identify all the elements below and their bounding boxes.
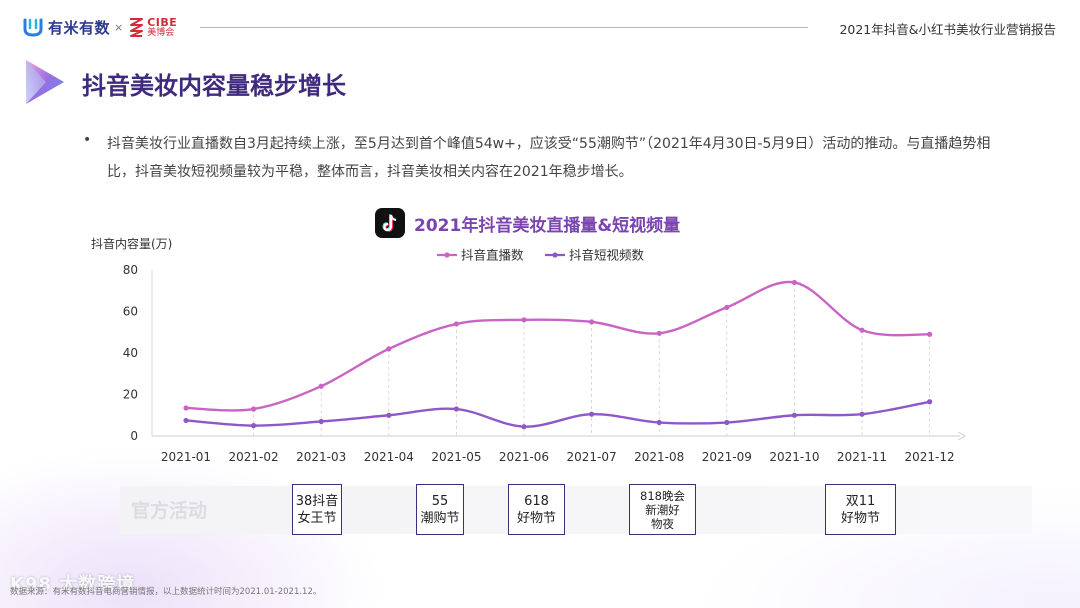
x-tick-label: 2021-04 (364, 450, 414, 464)
data-point (453, 406, 459, 412)
cibe-en: CIBE (147, 15, 178, 29)
y-axis-title: 抖音内容量(万) (91, 236, 172, 251)
x-tick-label: 2021-01 (161, 450, 211, 464)
brand-separator: × (114, 20, 124, 34)
data-point (859, 411, 865, 417)
data-point (724, 304, 730, 310)
brand-logos: 有米有数 × CIBE 美博会 (22, 14, 177, 40)
cibe-cn: 美博会 (147, 27, 175, 38)
data-point (453, 321, 459, 327)
data-point (183, 405, 189, 411)
x-axis-arrow (957, 431, 967, 441)
y-tick-label: 0 (130, 429, 138, 443)
event-box: 38抖音 女王节 (292, 484, 342, 535)
x-tick-label: 2021-10 (769, 450, 819, 464)
data-point (589, 411, 595, 417)
data-point (589, 319, 595, 325)
bullet-marker: • (83, 132, 92, 148)
watermark: K98 大数跨境 (10, 574, 136, 595)
data-point (318, 383, 324, 389)
event-box: 618 好物节 (508, 484, 565, 535)
x-tick-label: 2021-05 (431, 450, 481, 464)
data-point (251, 423, 257, 429)
x-tick-label: 2021-03 (296, 450, 346, 464)
legend-marker (552, 252, 558, 258)
header-divider (200, 27, 808, 28)
legend-label: 抖音短视频数 (569, 248, 645, 263)
data-point (724, 419, 730, 426)
x-tick-label: 2021-11 (837, 450, 887, 464)
events-label: 官方活动 (131, 500, 208, 522)
data-point (656, 419, 662, 426)
data-point (927, 331, 933, 337)
event-box: 双11 好物节 (825, 484, 896, 535)
x-tick-label: 2021-08 (634, 450, 684, 464)
report-title: 2021年抖音&小红书美妆行业营销报告 (839, 22, 1056, 37)
series-line-1 (185, 280, 930, 412)
x-tick-label: 2021-07 (567, 450, 617, 464)
data-point (251, 406, 257, 412)
series-line-2 (185, 400, 930, 428)
y-tick-label: 40 (123, 346, 138, 360)
x-tick-label: 2021-06 (499, 450, 549, 464)
play-triangle-icon (26, 60, 64, 104)
data-point (656, 330, 662, 336)
x-tick-label: 2021-09 (702, 450, 752, 464)
cibe-logo: CIBE 美博会 (127, 16, 177, 38)
data-point (386, 346, 392, 352)
brand-name: 有米有数 (48, 18, 111, 37)
youmi-logo-icon (23, 18, 43, 37)
data-point (791, 412, 798, 418)
data-point (183, 417, 189, 424)
chart-title: 2021年抖音美妆直播量&短视频量 (414, 215, 681, 236)
legend-marker (444, 252, 450, 258)
event-box: 55 潮购节 (416, 484, 464, 535)
tiktok-icon (375, 208, 405, 238)
x-tick-label: 2021-12 (905, 450, 955, 464)
y-tick-label: 80 (123, 263, 138, 277)
page-title: 抖音美妆内容量稳步增长 (82, 72, 346, 100)
data-point (386, 412, 392, 418)
event-box: 818晚会 新潮好 物夜 (629, 484, 696, 535)
summary-paragraph: 抖音美妆行业直播数自3月起持续上涨，至5月达到首个峰值54w+，应该受“55潮购… (107, 136, 991, 180)
data-point (859, 327, 865, 333)
data-source-note: 数据来源：有米有数抖音电商营销情报，以上数据统计时间为2021.01-2021.… (10, 587, 322, 597)
line-chart: 抖音内容量(万) 抖音直播数 抖音短视频数 0 20 40 60 80 2021-01 202… (91, 236, 967, 464)
data-point (927, 399, 933, 405)
data-point (791, 279, 798, 286)
data-point (318, 418, 324, 425)
cibe-mark-icon (130, 18, 144, 37)
x-tick-label: 2021-02 (229, 450, 279, 464)
data-point (521, 424, 527, 430)
chart-header: 2021年抖音美妆直播量&短视频量 (375, 208, 680, 238)
data-point (521, 317, 527, 323)
y-tick-label: 20 (123, 388, 138, 402)
y-tick-label: 60 (123, 305, 138, 319)
legend-label: 抖音直播数 (461, 248, 524, 263)
